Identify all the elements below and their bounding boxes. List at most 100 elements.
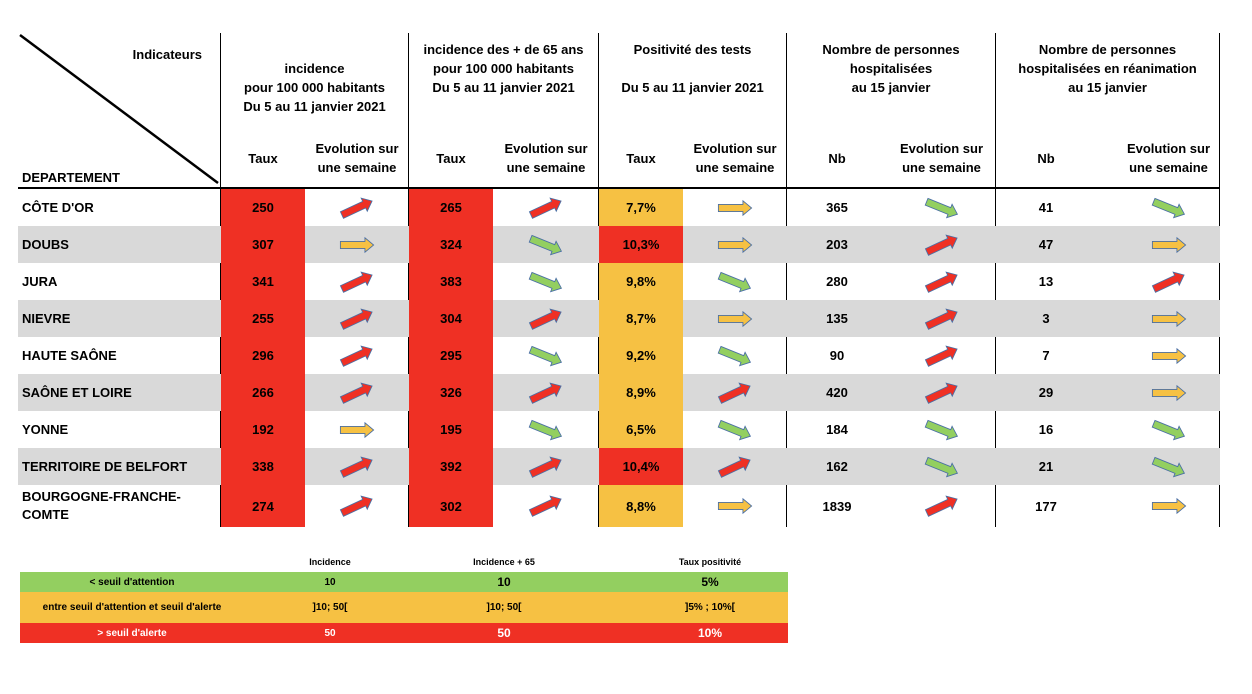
hospitalises-value: 1839 xyxy=(822,498,852,514)
incidence-value: 341 xyxy=(221,263,305,300)
legend-row-attention: < seuil d'attention 10 10 5% xyxy=(20,572,788,592)
arrow-up-icon xyxy=(338,194,376,221)
arrow-up-icon xyxy=(527,493,565,519)
subheader-nb: Nb xyxy=(828,151,846,166)
incidence65-value: 265 xyxy=(409,189,493,226)
table-header: Indicateurs DEPARTEMENT incidence pour 10… xyxy=(18,33,1220,527)
dept-name: YONNE xyxy=(22,421,69,437)
subheader-nb: Nb xyxy=(1037,151,1055,166)
incidence65-evolution xyxy=(494,226,598,263)
arrow-up-icon xyxy=(716,379,754,406)
arrow-down-icon xyxy=(1149,453,1188,480)
incidence65-evolution xyxy=(494,189,598,226)
incidence-evolution xyxy=(306,337,408,374)
table-row: SAÔNE ET LOIRE 266 326 8,9% 420 29 xyxy=(18,374,1220,411)
positivite-value: 6,5% xyxy=(599,411,683,448)
arrow-right-icon xyxy=(717,498,753,514)
hospitalises-value: 365 xyxy=(826,200,848,215)
arrow-right-icon xyxy=(339,236,375,253)
hospitalises-evolution xyxy=(888,189,995,226)
subheader-taux: Taux xyxy=(436,151,466,166)
arrow-up-icon xyxy=(338,493,376,519)
reanimation-value: 13 xyxy=(1038,274,1054,289)
incidence65-value: 392 xyxy=(409,448,493,485)
positivite-evolution xyxy=(684,226,786,263)
divider xyxy=(995,33,996,527)
incidence-value: 296 xyxy=(221,337,305,374)
incidence65-value: 295 xyxy=(409,337,493,374)
positivite-evolution xyxy=(684,411,786,448)
divider xyxy=(786,33,787,527)
indicator-table: Indicateurs DEPARTEMENT incidence pour 10… xyxy=(18,33,1220,527)
arrow-right-icon xyxy=(1151,498,1186,514)
reanimation-evolution xyxy=(1118,189,1219,226)
hospitalises-evolution xyxy=(888,374,995,411)
incidence-evolution xyxy=(306,485,408,527)
hospitalises-evolution xyxy=(888,448,995,485)
legend-row-alerte: > seuil d'alerte 50 50 10% xyxy=(20,623,788,643)
legend-label: entre seuil d'attention et seuil d'alert… xyxy=(42,602,222,613)
reanimation-evolution xyxy=(1118,411,1219,448)
hospitalises-value: 184 xyxy=(826,422,848,437)
positivite-value: 8,9% xyxy=(599,374,683,411)
legend-value: 10 xyxy=(324,576,336,588)
group-header-incidence-65: incidence des + de 65 ans pour 100 000 ha… xyxy=(423,42,584,95)
reanimation-value: 16 xyxy=(1038,422,1054,437)
arrow-down-icon xyxy=(1149,194,1188,221)
hospitalises-value: 90 xyxy=(829,348,845,363)
subheader-evolution: Evolution sur une semaine xyxy=(899,141,984,175)
arrow-down-icon xyxy=(527,416,565,443)
table-row: NIEVRE 255 304 8,7% 135 3 xyxy=(18,300,1220,337)
dept-name: HAUTE SAÔNE xyxy=(22,347,117,363)
hospitalises-evolution xyxy=(888,337,995,374)
reanimation-evolution xyxy=(1118,337,1219,374)
incidence-value: 266 xyxy=(221,374,305,411)
arrow-up-icon xyxy=(527,305,565,332)
dept-name: SAÔNE ET LOIRE xyxy=(22,384,132,400)
incidence65-evolution xyxy=(494,300,598,337)
table-row: JURA 341 383 9,8% 280 13 xyxy=(18,263,1220,300)
arrow-down-icon xyxy=(527,342,565,369)
arrow-right-icon xyxy=(717,310,753,327)
reanimation-evolution xyxy=(1118,448,1219,485)
positivite-evolution xyxy=(684,485,786,527)
group-header-reanimation: Nombre de personnes hospitalisées en réan… xyxy=(1018,42,1197,95)
dept-name: BOURGOGNE-FRANCHE-COMTE xyxy=(22,489,181,522)
incidence-value: 307 xyxy=(221,226,305,263)
legend-header-positivite: Taux positivité xyxy=(678,557,742,567)
incidence65-value: 326 xyxy=(409,374,493,411)
hospitalises-evolution xyxy=(888,226,995,263)
table-row: CÔTE D'OR 250 265 7,7% 365 41 xyxy=(18,189,1220,226)
incidence-evolution xyxy=(306,300,408,337)
dept-name: CÔTE D'OR xyxy=(22,199,94,215)
diagonal-divider xyxy=(19,33,219,185)
incidence65-value: 383 xyxy=(409,263,493,300)
subheader-taux: Taux xyxy=(248,151,278,166)
positivite-evolution xyxy=(684,337,786,374)
positivite-value: 10,3% xyxy=(599,226,683,263)
legend-header: Incidence Incidence + 65 Taux positivité xyxy=(20,553,788,572)
legend-value: 50 xyxy=(324,627,336,639)
incidence65-evolution xyxy=(494,448,598,485)
divider xyxy=(598,33,599,527)
reanimation-value: 177 xyxy=(1035,498,1057,514)
arrow-down-icon xyxy=(716,416,754,443)
arrow-right-icon xyxy=(339,421,375,438)
reanimation-value: 29 xyxy=(1038,385,1054,400)
incidence65-value: 195 xyxy=(409,411,493,448)
incidence-value: 338 xyxy=(221,448,305,485)
arrow-up-icon xyxy=(527,379,565,406)
table-row: YONNE 192 195 6,5% 184 16 xyxy=(18,411,1220,448)
legend-label: < seuil d'attention xyxy=(89,576,175,588)
arrow-up-icon xyxy=(922,305,961,332)
hospitalises-evolution xyxy=(888,411,995,448)
group-header-hospitalises: Nombre de personnes hospitalisées au 15 ja… xyxy=(822,42,960,95)
positivite-value: 10,4% xyxy=(599,448,683,485)
reanimation-evolution xyxy=(1118,485,1219,527)
legend-label: > seuil d'alerte xyxy=(97,627,167,639)
reanimation-evolution xyxy=(1118,300,1219,337)
positivite-evolution xyxy=(684,263,786,300)
positivite-value: 9,2% xyxy=(599,337,683,374)
arrow-up-icon xyxy=(922,493,961,519)
subheader-evolution: Evolution sur une semaine xyxy=(315,141,399,175)
